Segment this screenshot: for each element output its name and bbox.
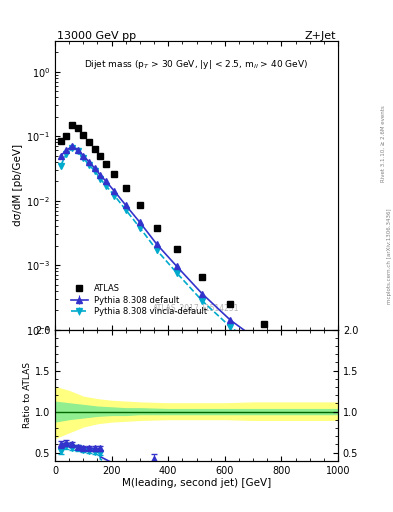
ATLAS <box>70 122 74 128</box>
Text: Dijet mass (p$_T$ > 30 GeV, |y| < 2.5, m$_{ll}$ > 40 GeV): Dijet mass (p$_T$ > 30 GeV, |y| < 2.5, m… <box>84 58 309 71</box>
Line: ATLAS: ATLAS <box>57 122 310 347</box>
ATLAS <box>262 322 267 328</box>
X-axis label: M(leading, second jet) [GeV]: M(leading, second jet) [GeV] <box>122 478 271 488</box>
ATLAS <box>305 341 309 347</box>
Y-axis label: Ratio to ATLAS: Ratio to ATLAS <box>23 362 32 428</box>
Text: 13000 GeV pp: 13000 GeV pp <box>57 31 136 41</box>
ATLAS <box>86 139 91 145</box>
Legend: ATLAS, Pythia 8.308 default, Pythia 8.308 vincia-default: ATLAS, Pythia 8.308 default, Pythia 8.30… <box>68 281 211 319</box>
Text: mcplots.cern.ch [arXiv:1306.3436]: mcplots.cern.ch [arXiv:1306.3436] <box>387 208 391 304</box>
ATLAS <box>154 225 159 231</box>
ATLAS <box>228 301 233 307</box>
ATLAS <box>200 274 204 280</box>
Text: ATLAS_2017_I1514251: ATLAS_2017_I1514251 <box>153 303 240 312</box>
Y-axis label: dσ/dM [pb/GeV]: dσ/dM [pb/GeV] <box>13 144 23 226</box>
ATLAS <box>58 138 63 144</box>
ATLAS <box>174 246 179 252</box>
ATLAS <box>75 125 80 131</box>
ATLAS <box>123 184 128 190</box>
Text: Z+Jet: Z+Jet <box>305 31 336 41</box>
ATLAS <box>92 146 97 152</box>
ATLAS <box>98 153 103 159</box>
Text: Rivet 3.1.10, ≥ 2.6M events: Rivet 3.1.10, ≥ 2.6M events <box>381 105 386 182</box>
ATLAS <box>81 132 86 138</box>
ATLAS <box>112 171 117 177</box>
ATLAS <box>104 161 108 167</box>
ATLAS <box>64 133 69 139</box>
ATLAS <box>138 202 142 208</box>
